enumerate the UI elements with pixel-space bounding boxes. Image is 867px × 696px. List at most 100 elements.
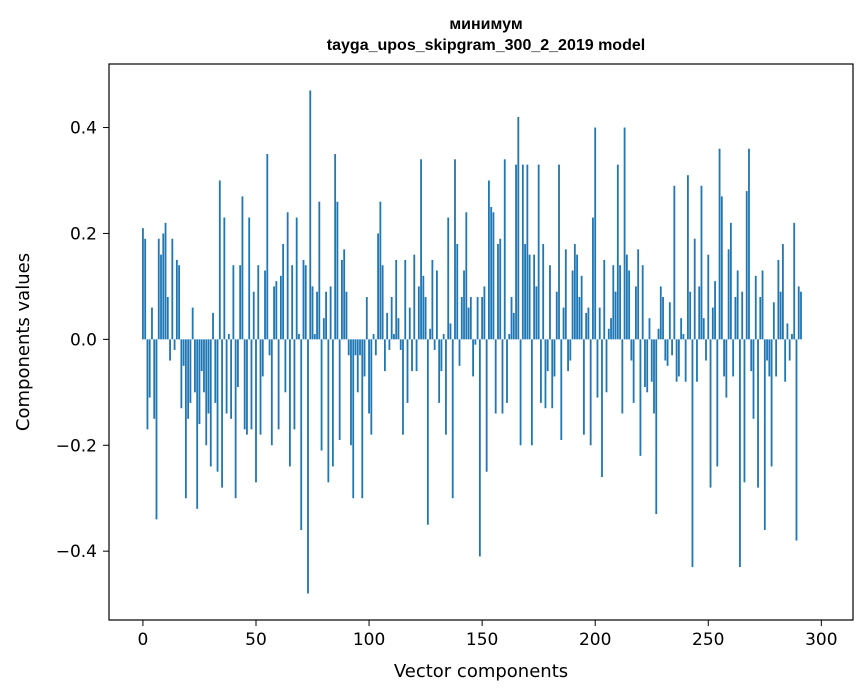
bar	[682, 334, 685, 340]
bar	[680, 318, 683, 340]
bar	[644, 339, 646, 388]
bar	[433, 339, 436, 350]
bar	[142, 228, 144, 340]
bar	[666, 339, 669, 366]
bar	[567, 339, 569, 372]
bar	[675, 339, 678, 382]
bar	[781, 244, 784, 340]
bar	[350, 339, 352, 446]
bar	[734, 296, 737, 340]
bar-series	[142, 90, 802, 594]
bar	[519, 339, 522, 446]
bar	[431, 259, 434, 340]
bar	[770, 339, 773, 467]
bar	[472, 339, 474, 377]
bar	[555, 291, 558, 340]
bar	[732, 339, 735, 377]
bar	[793, 222, 796, 340]
bar	[383, 339, 386, 372]
bar	[601, 339, 603, 478]
bar	[619, 265, 621, 340]
bar	[273, 286, 275, 340]
bar	[698, 286, 701, 340]
bar	[750, 339, 753, 372]
bar	[458, 339, 461, 366]
bar	[200, 339, 203, 372]
bar	[530, 339, 533, 446]
bar	[268, 339, 271, 356]
bar	[248, 217, 251, 340]
bar	[705, 339, 707, 361]
y-tick-label: −0.4	[56, 542, 97, 562]
bar	[196, 339, 199, 509]
bar	[318, 201, 321, 340]
bar	[585, 312, 588, 340]
bar	[363, 339, 366, 377]
bar	[791, 334, 793, 340]
bar	[372, 334, 375, 340]
bar	[246, 339, 248, 435]
bar	[517, 116, 520, 340]
x-tick-label: 150	[466, 630, 498, 650]
bar	[218, 180, 221, 340]
bar	[641, 265, 644, 340]
bar	[506, 339, 508, 403]
bar	[302, 259, 305, 340]
bar	[173, 339, 176, 350]
bar	[270, 339, 273, 446]
bar	[637, 249, 640, 340]
bar	[187, 339, 190, 419]
bar	[610, 318, 612, 340]
bar	[743, 339, 746, 483]
bar	[341, 259, 343, 340]
bar	[440, 339, 443, 372]
bar	[189, 339, 192, 403]
bar	[286, 212, 289, 340]
bar	[711, 307, 714, 340]
bar	[580, 275, 583, 340]
bar	[569, 339, 572, 361]
y-tick-label: 0.2	[70, 224, 97, 244]
bar	[736, 270, 739, 340]
bar	[426, 339, 429, 525]
bar	[775, 339, 778, 377]
bar	[614, 291, 617, 340]
bar	[379, 201, 382, 340]
bar	[709, 339, 712, 488]
bar	[445, 339, 447, 435]
x-tick-label: 200	[579, 630, 611, 650]
bar	[795, 339, 798, 541]
bar	[166, 296, 169, 340]
bar	[241, 196, 244, 340]
bar	[553, 339, 556, 377]
bar	[194, 339, 196, 393]
bar	[207, 339, 210, 414]
bar	[664, 339, 667, 361]
bar	[329, 286, 332, 340]
bar	[526, 164, 529, 340]
bar	[528, 254, 531, 340]
bar	[313, 334, 316, 340]
bar	[368, 339, 370, 414]
bar	[510, 296, 513, 340]
bar	[603, 259, 606, 340]
y-axis-ticks: −0.4 −0.2 0.0 0.2 0.4	[56, 119, 109, 562]
bar	[460, 296, 463, 340]
x-axis-label: Vector components	[394, 661, 568, 682]
bar	[598, 307, 601, 340]
bar	[395, 259, 398, 340]
bar	[164, 222, 167, 340]
bar	[162, 233, 165, 340]
bar	[763, 339, 766, 530]
bar	[307, 339, 309, 594]
bar	[399, 339, 402, 350]
bar	[451, 339, 454, 499]
bar	[689, 291, 692, 340]
bar	[483, 286, 486, 340]
bar	[343, 249, 346, 340]
bar	[648, 318, 651, 340]
bar	[261, 339, 264, 377]
bar	[422, 275, 425, 340]
bar	[594, 127, 597, 340]
bar	[381, 265, 384, 340]
